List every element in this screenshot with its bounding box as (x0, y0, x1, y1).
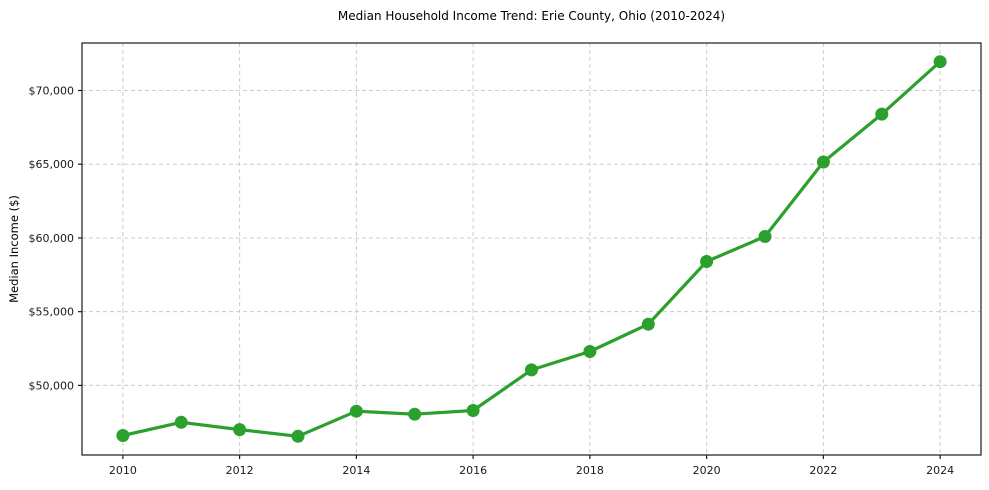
data-point-2022 (816, 155, 830, 169)
data-point-2010 (116, 429, 130, 442)
chart-title: Median Household Income Trend: Erie Coun… (337, 9, 726, 23)
trend-line (121, 60, 942, 438)
data-point-2015 (408, 407, 422, 421)
y-tick-label: $55,000 (29, 306, 75, 319)
y-tick-label: $50,000 (29, 379, 75, 392)
plot-border (81, 42, 982, 456)
x-tick-label: 2024 (926, 464, 954, 477)
x-tick-label: 2010 (109, 464, 137, 477)
x-tick-label: 2014 (342, 464, 370, 477)
data-point-2013 (291, 429, 305, 443)
data-point-2024 (933, 55, 947, 69)
data-point-2012 (233, 423, 247, 437)
x-tick-label: 2016 (459, 464, 487, 477)
data-point-2020 (700, 255, 714, 268)
x-tick-label: 2020 (693, 464, 721, 477)
data-point-2021 (758, 230, 772, 243)
y-tick-label: $65,000 (29, 158, 75, 171)
x-tick-label: 2012 (226, 464, 254, 477)
data-point-2011 (174, 415, 188, 429)
data-point-2014 (349, 404, 363, 418)
x-tick-label: 2022 (809, 464, 837, 477)
data-point-2019 (641, 317, 655, 331)
data-point-2017 (525, 363, 538, 377)
data-point-2018 (583, 345, 597, 358)
y-tick-label: $60,000 (29, 232, 75, 245)
data-point-2016 (466, 404, 480, 417)
y-tick-label: $70,000 (29, 84, 75, 97)
x-tick-label: 2018 (576, 464, 604, 477)
data-point-2023 (875, 107, 889, 121)
